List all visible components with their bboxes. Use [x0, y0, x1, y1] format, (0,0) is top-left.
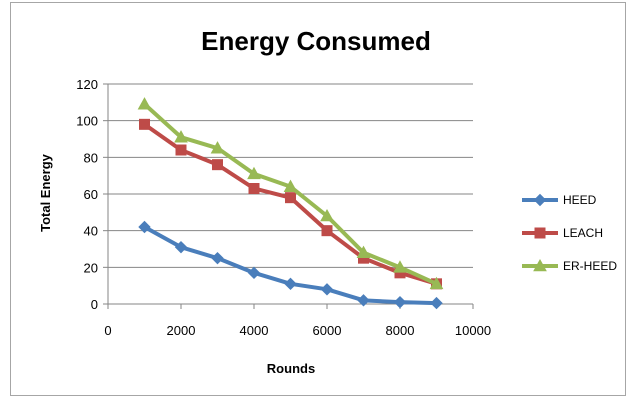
y-tick-label: 60 — [84, 187, 98, 202]
legend-marker — [533, 193, 547, 207]
legend-marker — [533, 258, 547, 272]
axes — [103, 83, 474, 309]
y-tick-label: 120 — [76, 77, 98, 92]
data-point-heed — [174, 240, 188, 254]
x-tick-label: 8000 — [386, 323, 415, 338]
data-point-er-heed — [283, 179, 298, 192]
data-point-leach — [139, 118, 150, 130]
y-tick-labels: 0 20 40 60 80 100 120 — [76, 77, 98, 312]
legend-marker — [534, 227, 546, 239]
series-er-heed — [137, 97, 444, 290]
data-point-heed — [247, 266, 261, 280]
y-tick-label: 80 — [84, 150, 98, 165]
data-point-heed — [284, 277, 297, 291]
legend-label: ER-HEED — [563, 259, 617, 273]
legend-item-heed: HEED — [522, 193, 597, 207]
legend: HEED LEACH ER-HEED — [522, 193, 617, 273]
data-point-er-heed — [137, 97, 152, 110]
data-point-er-heed — [247, 166, 261, 180]
x-tick-labels: 0 2000 4000 6000 8000 10000 — [104, 323, 491, 338]
data-point-heed — [430, 296, 443, 310]
data-point-er-heed — [320, 208, 334, 222]
data-point-er-heed — [393, 260, 407, 273]
y-tick-label: 100 — [76, 114, 98, 129]
series-leach — [139, 118, 442, 290]
legend-item-er-heed: ER-HEED — [522, 258, 617, 273]
data-point-leach — [321, 225, 333, 237]
y-tick-label: 0 — [91, 297, 98, 312]
x-axis-title: Rounds — [267, 361, 315, 376]
gridlines — [108, 83, 473, 268]
legend-item-leach: LEACH — [522, 226, 603, 240]
x-tick-label: 4000 — [240, 323, 269, 338]
legend-label: LEACH — [563, 226, 603, 240]
data-point-leach — [248, 183, 260, 194]
data-point-heed — [393, 295, 407, 309]
y-axis-title: Total Energy — [38, 153, 53, 232]
y-tick-label: 20 — [84, 260, 98, 275]
x-tick-label: 0 — [104, 323, 111, 338]
data-point-er-heed — [429, 276, 444, 290]
series-line-leach — [143, 122, 438, 286]
data-point-heed — [138, 220, 151, 234]
data-point-leach — [175, 144, 187, 156]
data-point-heed — [211, 251, 224, 265]
x-tick-label: 10000 — [455, 323, 491, 338]
x-tick-label: 6000 — [313, 323, 342, 338]
data-point-er-heed — [210, 141, 225, 154]
data-point-heed — [357, 294, 370, 307]
chart-title: Energy Consumed — [201, 26, 431, 56]
data-point-er-heed — [356, 245, 371, 258]
x-tick-label: 2000 — [167, 323, 196, 338]
data-point-heed — [320, 283, 334, 296]
legend-label: HEED — [563, 193, 597, 207]
data-point-leach — [285, 192, 296, 204]
data-point-leach — [212, 159, 223, 171]
data-point-er-heed — [174, 130, 188, 143]
y-tick-label: 40 — [84, 224, 98, 239]
series-group — [137, 97, 444, 310]
series-heed — [138, 220, 443, 310]
